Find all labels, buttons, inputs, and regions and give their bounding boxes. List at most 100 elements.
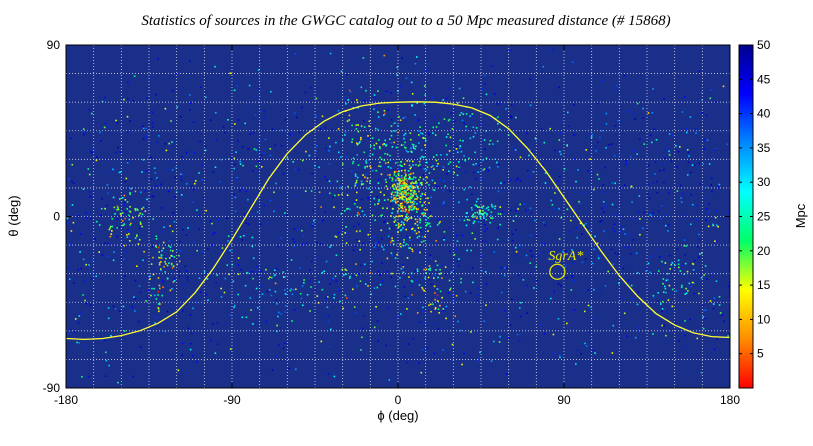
source-point bbox=[390, 241, 392, 244]
source-point bbox=[408, 207, 411, 210]
source-point bbox=[143, 209, 145, 212]
source-point bbox=[66, 217, 69, 220]
source-point bbox=[170, 262, 173, 265]
colorbar-tick-label: 20 bbox=[757, 244, 771, 258]
source-point bbox=[613, 230, 616, 233]
source-point bbox=[284, 293, 287, 295]
source-point bbox=[411, 186, 414, 188]
source-point bbox=[706, 278, 708, 280]
source-point bbox=[627, 246, 630, 249]
source-point bbox=[633, 113, 635, 115]
source-point bbox=[351, 124, 353, 127]
source-point bbox=[428, 265, 431, 267]
source-point bbox=[391, 254, 393, 257]
source-point bbox=[519, 203, 521, 206]
source-point bbox=[298, 168, 300, 171]
source-point bbox=[248, 84, 251, 87]
source-point bbox=[593, 248, 595, 251]
source-point bbox=[647, 262, 650, 265]
source-point bbox=[357, 223, 360, 225]
source-point bbox=[320, 206, 322, 208]
source-point bbox=[456, 240, 459, 242]
source-point bbox=[395, 224, 397, 226]
source-point bbox=[436, 165, 438, 167]
source-point bbox=[416, 56, 418, 58]
source-point bbox=[549, 127, 551, 130]
source-point bbox=[471, 113, 474, 115]
source-point bbox=[426, 197, 428, 200]
source-point bbox=[151, 195, 153, 197]
source-point bbox=[391, 179, 393, 182]
source-point bbox=[597, 255, 599, 257]
source-point bbox=[494, 207, 496, 210]
source-point bbox=[154, 172, 157, 174]
source-point bbox=[474, 238, 476, 240]
source-point bbox=[377, 111, 379, 113]
source-point bbox=[653, 128, 656, 131]
source-point bbox=[164, 143, 167, 145]
source-point bbox=[221, 247, 224, 249]
source-point bbox=[416, 224, 419, 226]
source-point bbox=[379, 147, 381, 150]
source-point bbox=[203, 271, 206, 273]
source-point bbox=[443, 231, 446, 233]
source-point bbox=[582, 290, 585, 292]
source-point bbox=[426, 181, 428, 184]
source-point bbox=[498, 128, 501, 131]
source-point bbox=[411, 294, 413, 296]
source-point bbox=[422, 174, 424, 176]
source-point bbox=[545, 159, 547, 161]
source-point bbox=[79, 233, 82, 235]
source-point bbox=[129, 192, 131, 194]
source-point bbox=[482, 159, 484, 161]
source-point bbox=[347, 99, 349, 101]
source-point bbox=[192, 188, 195, 190]
source-point bbox=[397, 227, 399, 229]
source-point bbox=[662, 282, 664, 285]
source-point bbox=[315, 97, 318, 100]
source-point bbox=[349, 208, 351, 211]
source-point bbox=[317, 302, 320, 304]
source-point bbox=[211, 244, 214, 247]
source-point bbox=[286, 157, 289, 159]
source-point bbox=[636, 153, 638, 155]
source-point bbox=[91, 152, 93, 154]
source-point bbox=[698, 233, 700, 236]
source-point bbox=[390, 200, 392, 202]
source-point bbox=[244, 122, 246, 125]
source-point bbox=[393, 171, 396, 173]
source-point bbox=[338, 290, 341, 292]
source-point bbox=[573, 157, 575, 160]
source-point bbox=[98, 251, 100, 253]
source-point bbox=[329, 246, 331, 248]
source-point bbox=[375, 241, 377, 244]
source-point bbox=[257, 69, 260, 71]
source-point bbox=[435, 185, 438, 187]
source-point bbox=[314, 290, 317, 292]
source-point bbox=[112, 259, 115, 262]
source-point bbox=[149, 275, 151, 278]
source-point bbox=[256, 270, 259, 273]
source-point bbox=[551, 204, 554, 206]
source-point bbox=[391, 146, 394, 148]
source-point bbox=[373, 236, 375, 238]
source-point bbox=[179, 173, 181, 176]
source-point bbox=[160, 257, 163, 259]
source-point bbox=[485, 157, 488, 160]
source-point bbox=[628, 110, 630, 113]
source-point bbox=[404, 146, 406, 149]
source-point bbox=[355, 124, 358, 126]
source-point bbox=[186, 276, 189, 279]
source-point bbox=[78, 315, 81, 317]
source-point bbox=[408, 211, 410, 213]
source-point bbox=[714, 240, 716, 242]
source-point bbox=[116, 205, 119, 208]
source-point bbox=[712, 272, 714, 274]
source-point bbox=[429, 267, 431, 270]
source-point bbox=[126, 131, 129, 133]
source-point bbox=[594, 235, 596, 238]
source-point bbox=[150, 188, 153, 190]
source-point bbox=[684, 320, 686, 322]
source-point bbox=[436, 264, 439, 267]
source-point bbox=[173, 256, 176, 258]
